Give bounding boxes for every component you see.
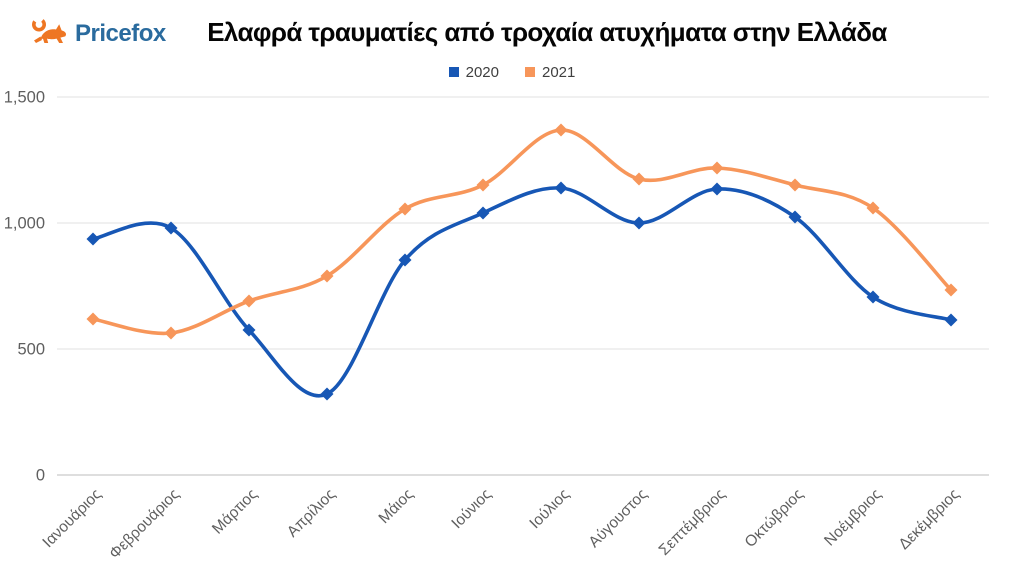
data-point-2020-Αύγουστος [632,216,646,230]
x-axis-tick-Ιανουάριος: Ιανουάριος [39,486,104,551]
series-line-2021 [91,128,953,336]
line-chart: 0 500 1,000 1,500 Ιανουάριος Φεβρουάριος Μάρτι… [0,86,1024,576]
series-line-2020 [91,186,953,398]
data-point-2021-Οκτώβριος [788,178,802,192]
data-point-2021-Ιούλιος [554,123,568,137]
x-axis-tick-Ιούνιος: Ιούνιος [448,486,494,532]
x-axis-tick-Φεβρουάριος: Φεβρουάριος [106,486,183,563]
data-point-2020-Δεκέμβριος [944,313,958,327]
data-point-2021-Δεκέμβριος [944,283,958,297]
data-point-2020-Μάρτιος [242,323,256,337]
legend-item-2020: 2020 [448,63,499,81]
legend-swatch-2020 [448,67,459,77]
y-axis-tick-1000: 1,000 [4,215,45,233]
x-axis-tick-Δεκέμβριος: Δεκέμβριος [896,486,963,553]
data-point-2020-Σεπτέμβριος [710,182,724,196]
data-point-2021-Σεπτέμβριος [710,161,724,175]
x-axis-tick-Οκτώβριος: Οκτώβριος [742,486,807,551]
data-point-2020-Απρίλιος [320,387,334,401]
x-axis-tick-Μάρτιος: Μάρτιος [209,486,261,538]
header: Pricefox Ελαφρά τραυματίες από τροχαία α… [0,0,1024,58]
data-point-2021-Ιούνιος [476,178,490,192]
x-axis-tick-Ιούλιος: Ιούλιος [526,486,572,532]
data-point-2020-Οκτώβριος [788,210,802,224]
legend-swatch-2021 [525,67,535,77]
y-axis-tick-500: 500 [17,341,45,359]
data-point-2020-Νοέμβριος [866,290,880,304]
data-point-2021-Αύγουστος [632,172,646,186]
data-point-2021-Απρίλιος [320,269,334,283]
chart-canvas: 0 500 1,000 1,500 Ιανουάριος Φεβρουάριος Μάρτι… [4,89,989,563]
y-axis-tick-1500: 1,500 [4,89,45,107]
x-axis-tick-Μάιος: Μάιος [376,486,417,527]
logo-wordmark: Pricefox [75,19,166,47]
fox-icon [30,16,68,51]
legend-label-2021: 2021 [542,63,576,81]
pricefox-logo: Pricefox [30,16,166,51]
y-axis-tick-0: 0 [36,467,45,485]
legend-item-2021: 2021 [525,64,575,81]
x-axis-tick-Αύγουστος: Αύγουστος [586,486,651,551]
legend-label-2020: 2020 [465,63,499,81]
data-point-2020-Φεβρουάριος [164,221,178,235]
x-axis-tick-Σεπτέμβριος: Σεπτέμβριος [656,486,729,559]
data-point-2021-Νοέμβριος [866,201,880,215]
data-point-2020-Ιανουάριος [86,232,100,246]
data-point-2020-Μάιος [398,253,412,267]
x-axis-tick-Απρίλιος: Απρίλιος [284,486,339,541]
data-point-2021-Ιανουάριος [86,312,100,326]
chart-title: Ελαφρά τραυματίες από τροχαία ατυχήματα … [207,17,887,47]
x-axis-tick-Νοέμβριος: Νοέμβριος [821,486,885,550]
data-point-2021-Φεβρουάριος [164,326,178,340]
data-point-2020-Ιούνιος [476,206,490,220]
data-point-2021-Μάρτιος [242,294,256,308]
data-point-2020-Ιούλιος [554,181,568,195]
chart-legend: 2020 2021 [0,58,1024,86]
data-point-2021-Μάιος [398,202,412,216]
